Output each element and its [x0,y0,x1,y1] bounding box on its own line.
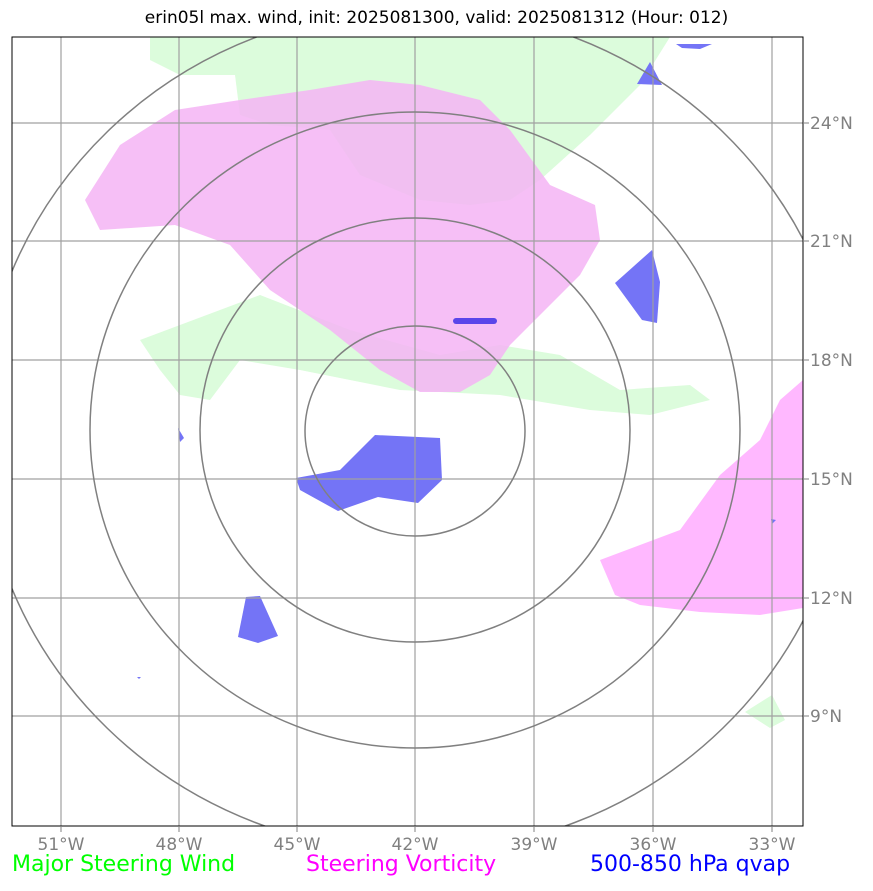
legend-steering-wind: Major Steering Wind [12,852,236,877]
vorticity-area-north [85,80,600,392]
lon-label: 33°W [749,835,796,855]
vorticity-area-southeast [600,380,803,615]
graticule [12,37,803,826]
qvap-area-tiny-southwest [137,677,141,679]
qvap-area-southwest [238,596,278,643]
qvap-area-top-right [676,44,712,49]
lon-label: 48°W [156,835,203,855]
steering-vorticity-areas [85,80,803,615]
tick-marks [60,122,809,832]
ring-3 [89,111,741,749]
lat-label: 12°N [810,589,853,609]
lat-label: 21°N [810,232,853,252]
latitude-labels: 24°N 21°N 18°N 15°N 12°N 9°N [810,114,853,727]
ring-1 [304,325,526,537]
distance-rings [12,37,803,826]
legend-steering-vorticity: Steering Vorticity [306,852,497,877]
lat-label: 15°N [810,470,853,490]
map-frame [11,36,804,827]
qvap-area-east [615,250,660,323]
lon-label: 42°W [392,835,439,855]
lon-label: 36°W [630,835,677,855]
lon-label: 39°W [511,835,558,855]
lat-label: 9°N [810,707,842,727]
map-title: erin05l max. wind, init: 2025081300, val… [144,8,729,28]
qvap-area-center [296,435,442,511]
qvap-areas [137,44,776,679]
lat-label: 24°N [810,114,853,134]
ring-2 [199,217,631,643]
lon-label: 45°W [274,835,321,855]
qvap-area-bar [453,318,497,324]
longitude-labels: 51°W 48°W 45°W 42°W 39°W 36°W 33°W [38,835,796,855]
lat-label: 18°N [810,351,853,371]
lon-label: 51°W [38,835,85,855]
legend-qvap: 500-850 hPa qvap [590,852,791,877]
wind-area-southeast [745,695,785,728]
